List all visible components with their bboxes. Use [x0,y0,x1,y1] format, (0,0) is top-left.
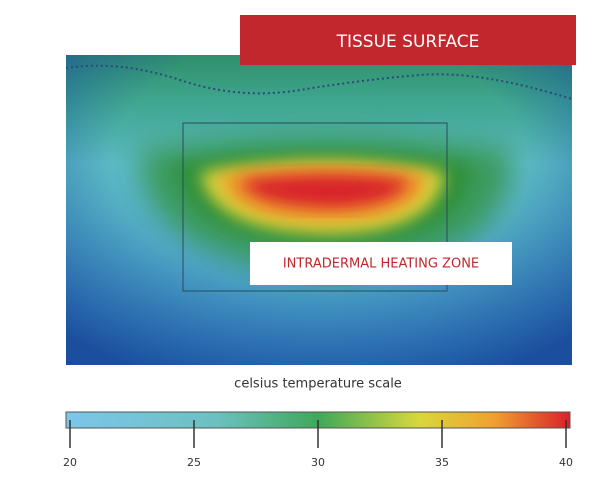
tick-label: 35 [435,456,449,469]
surface-banner [240,15,576,65]
zone-label: INTRADERMAL HEATING ZONE [283,257,479,272]
scale-ticks: 20 25 30 35 40 [63,420,573,469]
tick-label: 30 [311,456,325,469]
heatmap [66,55,572,365]
scale-title: celsius temperature scale [234,377,402,392]
tick-label: 40 [559,456,573,469]
surface-label: TISSUE SURFACE [336,32,480,52]
zone-box [250,242,512,285]
tick-label: 20 [63,456,77,469]
tick-label: 25 [187,456,201,469]
